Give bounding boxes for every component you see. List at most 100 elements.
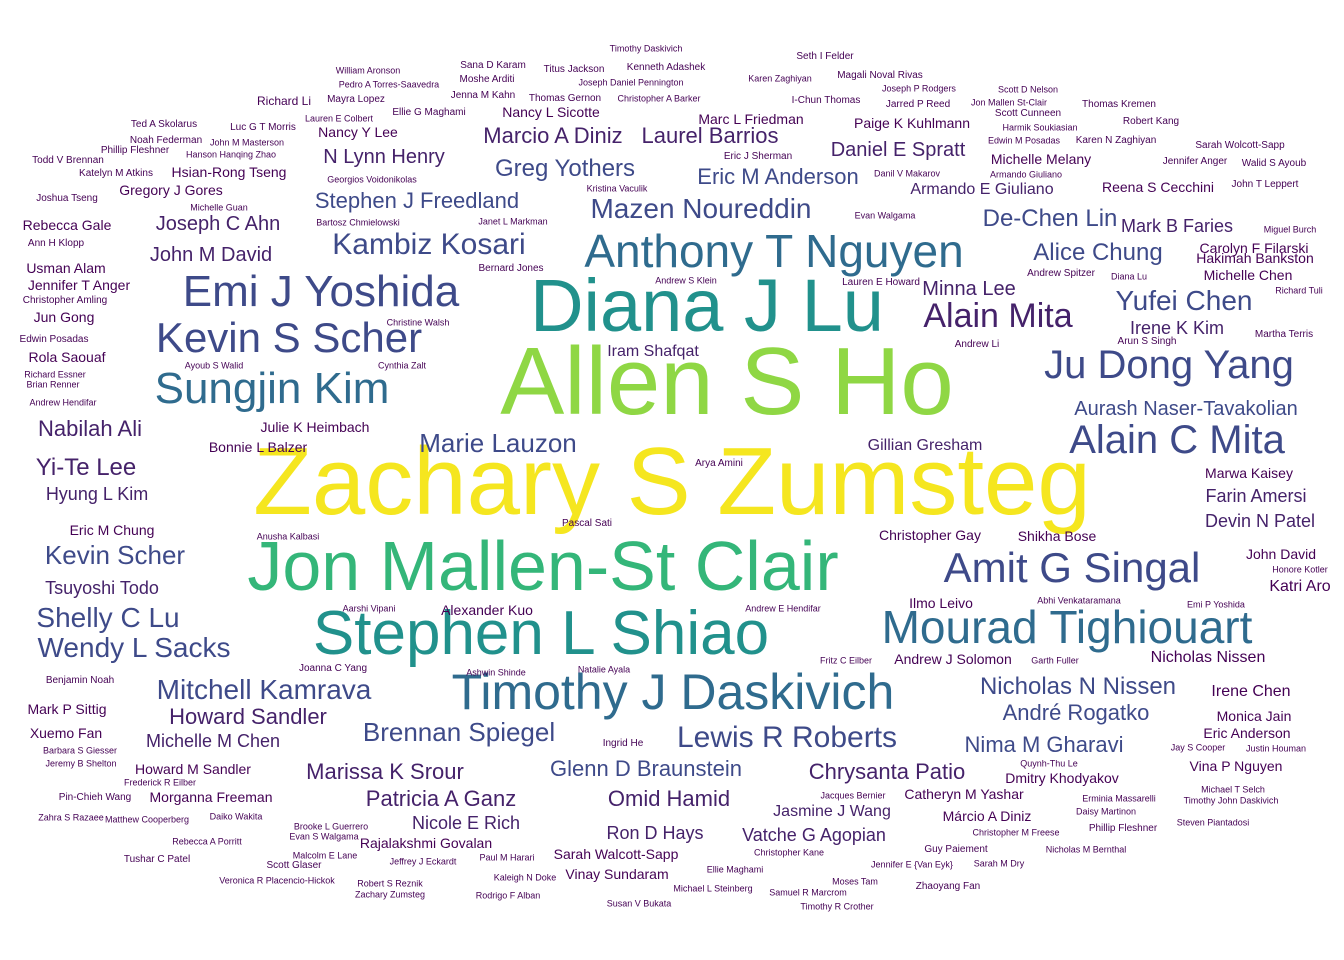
cloud-word-bernard-jones: Bernard Jones [478, 263, 544, 274]
cloud-word-sarah-m-dry: Sarah M Dry [973, 858, 1025, 869]
cloud-word-omid-hamid: Omid Hamid [607, 786, 731, 811]
cloud-word-georgios-voidonikolas: Georgios Voidonikolas [327, 174, 417, 185]
cloud-word-carolyn-f-filarski: Carolyn F Filarski [1199, 240, 1309, 256]
cloud-word-joshua-tseng: Joshua Tseng [36, 193, 98, 204]
cloud-word-martha-terris: Martha Terris [1254, 329, 1314, 340]
cloud-word-xuemo-fan: Xuemo Fan [29, 725, 103, 741]
cloud-word-michelle-m-chen: Michelle M Chen [145, 731, 281, 751]
cloud-word-alexander-kuo: Alexander Kuo [441, 602, 533, 618]
cloud-word-alain-c-mita: Alain C Mita [1069, 418, 1285, 462]
cloud-word-miguel-burch: Miguel Burch [1263, 224, 1317, 235]
cloud-word-pin-chieh-wang: Pin-Chieh Wang [58, 792, 132, 803]
cloud-word-timothy-r-crother: Timothy R Crother [800, 901, 874, 912]
cloud-word-marcio-a-diniz: Marcio A Diniz [483, 123, 623, 148]
cloud-word-katri-aro: Katri Aro [1269, 578, 1331, 595]
cloud-word-abhi-venkataramana: Abhi Venkataramana [1037, 595, 1121, 606]
cloud-word-minna-lee: Minna Lee [922, 278, 1016, 300]
cloud-word-eric-m-chung: Eric M Chung [69, 522, 155, 538]
cloud-word-farin-amersi: Farin Amersi [1205, 486, 1307, 506]
cloud-word-marc-l-friedman: Marc L Friedman [698, 111, 804, 127]
cloud-word-ayoub-s-walid: Ayoub S Walid [184, 360, 244, 371]
cloud-word-zahra-s-razaee: Zahra S Razaee [38, 812, 104, 823]
cloud-word-catheryn-m-yashar: Catheryn M Yashar [904, 786, 1024, 802]
cloud-word-sarah-wolcott-sapp: Sarah Wolcott-Sapp [1195, 140, 1285, 151]
cloud-word-william-aronson: William Aronson [335, 65, 401, 76]
cloud-word-john-m-masterson: John M Masterson [209, 137, 285, 148]
cloud-word-guy-paiement: Guy Paiement [924, 844, 988, 855]
cloud-word-alain-mita: Alain Mita [923, 297, 1073, 335]
cloud-word-robert-kang: Robert Kang [1122, 116, 1180, 127]
cloud-word-ellie-g-maghami: Ellie G Maghami [392, 107, 466, 118]
cloud-word-joseph-daniel-pennington: Joseph Daniel Pennington [578, 77, 684, 88]
cloud-word-andrew-s-klein: Andrew S Klein [655, 275, 717, 286]
cloud-word-howard-m-sandler: Howard M Sandler [135, 761, 251, 777]
cloud-word-zhaoyang-fan: Zhaoyang Fan [915, 881, 981, 892]
cloud-word-lauren-e-colbert: Lauren E Colbert [304, 113, 374, 124]
cloud-word-vinay-sundaram: Vinay Sundaram [565, 866, 669, 882]
cloud-word-wendy-l-sacks: Wendy L Sacks [37, 632, 231, 663]
cloud-word-john-m-david: John M David [149, 244, 273, 266]
cloud-word-nicholas-n-nissen: Nicholas N Nissen [979, 673, 1177, 700]
cloud-word-samuel-r-marcrom: Samuel R Marcrom [769, 887, 847, 898]
cloud-word-moses-tam: Moses Tam [832, 876, 878, 887]
cloud-word-christopher-gay: Christopher Gay [879, 527, 981, 543]
cloud-word-rebecca-gale: Rebecca Gale [22, 217, 112, 233]
cloud-word-kambiz-kosari: Kambiz Kosari [332, 228, 526, 261]
cloud-word-armando-e-giuliano: Armando E Giuliano [910, 181, 1054, 198]
cloud-word-i-chun-thomas: I-Chun Thomas [791, 95, 861, 106]
cloud-word-eric-anderson: Eric Anderson [1203, 725, 1291, 741]
cloud-word-irene-k-kim: Irene K Kim [1129, 318, 1225, 338]
cloud-word-christopher-kane: Christopher Kane [753, 847, 825, 858]
cloud-word-stephen-j-freedland: Stephen J Freedland [314, 188, 520, 213]
cloud-word-christopher-amling: Christopher Amling [22, 295, 108, 306]
cloud-word-katelyn-m-atkins: Katelyn M Atkins [79, 168, 153, 179]
cloud-word-eric-m-anderson: Eric M Anderson [697, 164, 859, 189]
cloud-word-matthew-cooperberg: Matthew Cooperberg [104, 814, 190, 825]
cloud-word-quynh-thu-le: Quynh-Thu Le [1020, 758, 1078, 769]
cloud-word-kenneth-adashek: Kenneth Adashek [626, 62, 706, 73]
cloud-word-nima-m-gharavi: Nima M Gharavi [964, 732, 1124, 757]
cloud-word-kaleigh-n-doke: Kaleigh N Doke [493, 872, 557, 883]
cloud-word-benjamin-noah: Benjamin Noah [45, 675, 115, 686]
cloud-word-bartosz-chmielowski: Bartosz Chmielowski [316, 217, 400, 228]
cloud-word-vatche-g-agopian: Vatche G Agopian [742, 825, 886, 845]
cloud-word-patricia-a-ganz: Patricia A Ganz [365, 786, 517, 811]
cloud-word-sungjin-kim: Sungjin Kim [154, 364, 390, 413]
cloud-word-arun-s-singh: Arun S Singh [1117, 336, 1177, 347]
cloud-word-noah-federman: Noah Federman [129, 135, 203, 146]
cloud-word-richard-tuli: Richard Tuli [1275, 285, 1323, 296]
cloud-word-ilmo-leivo: Ilmo Leivo [909, 595, 973, 611]
cloud-word-pascal-sati: Pascal Sati [561, 518, 613, 529]
cloud-word-paul-m-harari: Paul M Harari [479, 852, 535, 863]
cloud-word-michael-t-selch: Michael T Selch [1201, 784, 1265, 795]
cloud-word-shikha-bose: Shikha Bose [1017, 528, 1097, 544]
cloud-word-nancy-y-lee: Nancy Y Lee [318, 124, 398, 140]
cloud-word-daiko-wakita: Daiko Wakita [209, 811, 263, 822]
cloud-word-rola-saouaf: Rola Saouaf [28, 349, 106, 365]
cloud-word-karen-zaghiyan: Karen Zaghiyan [748, 73, 812, 84]
cloud-word-stephen-l-shiao: Stephen L Shiao [312, 599, 770, 668]
cloud-word-jon-mallen-st-clair: Jon Mallen-St Clair [247, 527, 839, 605]
cloud-word-tsuyoshi-todo: Tsuyoshi Todo [45, 578, 159, 598]
cloud-word-malcolm-e-lane: Malcolm E Lane [292, 850, 358, 861]
cloud-word-brian-renner: Brian Renner [26, 379, 80, 390]
cloud-word-gillian-gresham: Gillian Gresham [867, 437, 983, 454]
cloud-word-frederick-r-eilber: Frederick R Eilber [123, 777, 197, 788]
cloud-word-thomas-gernon: Thomas Gernon [528, 93, 602, 104]
cloud-word-andrew-spitzer: Andrew Spitzer [1027, 268, 1095, 279]
cloud-word-rajalakshmi-govalan: Rajalakshmi Govalan [359, 835, 493, 851]
cloud-word-lauren-e-howard: Lauren E Howard [842, 277, 920, 288]
cloud-word-irene-chen: Irene Chen [1211, 683, 1291, 700]
cloud-word-marie-lauzon: Marie Lauzon [419, 428, 577, 458]
cloud-word-alice-chung: Alice Chung [1033, 239, 1163, 266]
cloud-word-titus-jackson: Titus Jackson [543, 64, 605, 75]
cloud-word-amit-g-singal: Amit G Singal [943, 544, 1201, 591]
cloud-word-mitchell-kamrava: Mitchell Kamrava [156, 674, 372, 705]
cloud-word-todd-v-brennan: Todd V Brennan [32, 155, 104, 166]
cloud-word-rodrigo-f-alban: Rodrigo F Alban [475, 890, 541, 901]
cloud-word-daniel-e-spratt: Daniel E Spratt [830, 139, 966, 161]
cloud-word-yufei-chen: Yufei Chen [1115, 285, 1253, 316]
cloud-word-magali-noval-rivas: Magali Noval Rivas [837, 70, 923, 81]
cloud-word-seth-i-felder: Seth I Felder [796, 51, 854, 62]
cloud-word-michael-l-steinberg: Michael L Steinberg [673, 883, 753, 894]
